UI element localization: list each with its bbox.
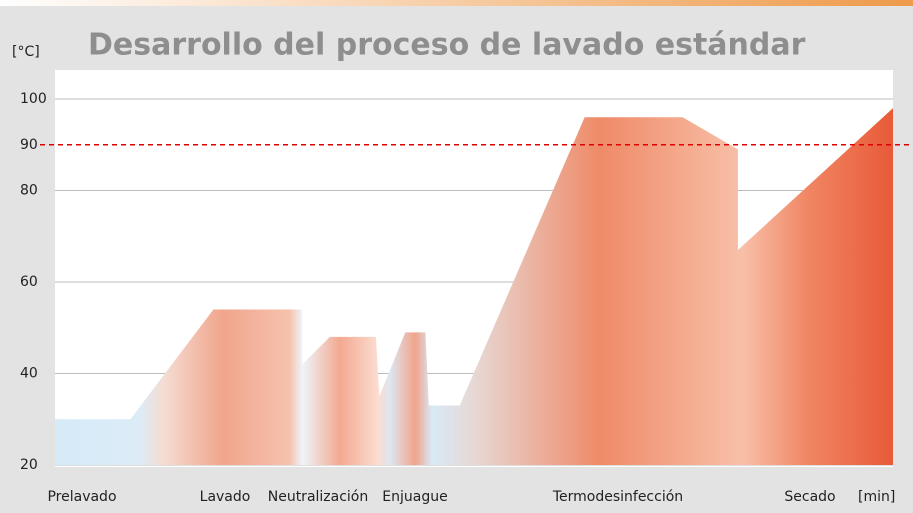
x-category-label: Prelavado [47,489,116,505]
area [55,108,893,466]
y-tick-label: 60 [20,274,38,290]
x-category-label: Enjuague [382,489,447,505]
y-axis-label: [°C] [12,44,40,60]
x-category-label: Termodesinfección [552,489,683,505]
chart-title: Desarrollo del proceso de lavado estánda… [88,28,806,63]
x-category-label: Lavado [200,489,251,505]
y-tick-label: 100 [20,91,47,107]
y-tick-label: 40 [20,366,38,382]
x-category-label: Secado [784,489,835,505]
y-tick-label: 20 [20,457,38,473]
y-tick-label: 90 [20,137,38,153]
top-bar [0,0,913,6]
x-category-label: Neutralización [268,489,369,505]
x-axis-label: [min] [858,489,895,505]
y-tick-label: 80 [20,183,38,199]
